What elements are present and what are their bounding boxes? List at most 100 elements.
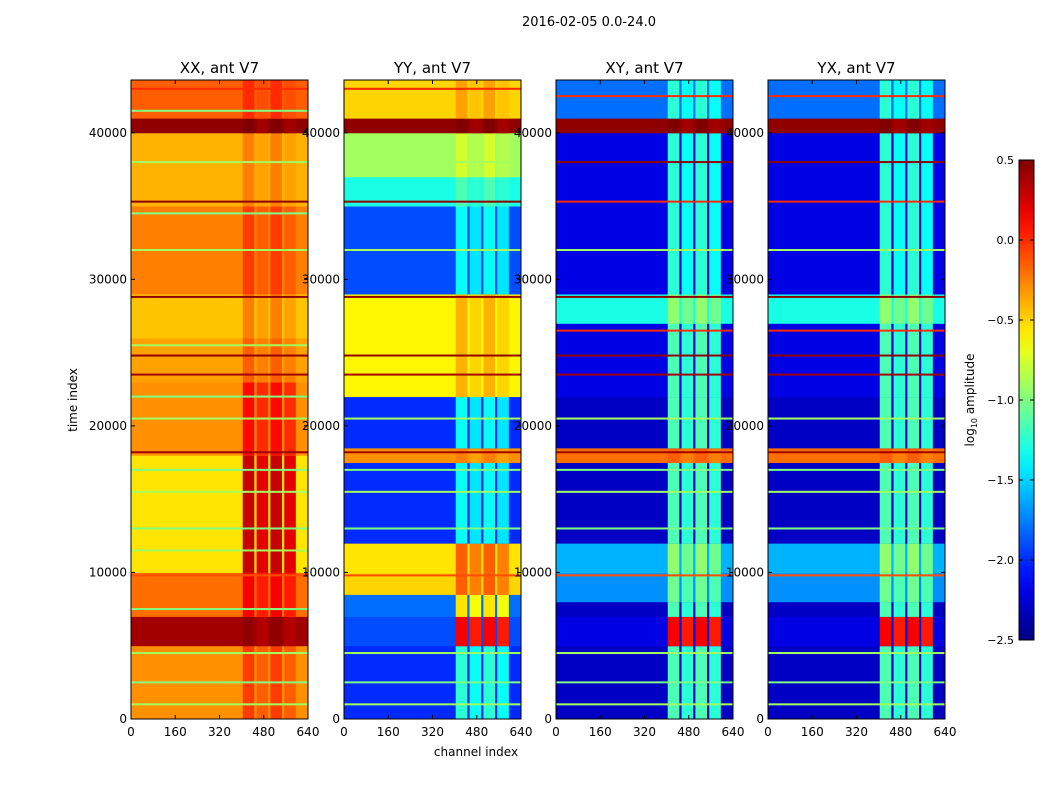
heatmap-channel-block (497, 594, 509, 617)
x-tick-label: 320 (845, 725, 868, 739)
heatmap-channel-block (907, 80, 920, 119)
heatmap-line (344, 451, 521, 454)
heatmap-line (768, 354, 945, 357)
heatmap-channel-block (879, 80, 892, 119)
heatmap-line (556, 417, 733, 420)
heatmap-line (556, 468, 733, 471)
heatmap-channel-block (907, 543, 920, 573)
heatmap-channel-block (284, 455, 296, 573)
panel-4: YX, ant V7 0 160 320 480 640 0 10000 20000 30000 4… (726, 59, 957, 739)
colorbar-tick-label: −0.5 (987, 314, 1014, 327)
x-tick-label: 0 (127, 725, 135, 739)
heatmap-line (556, 451, 733, 454)
heatmap-channel-block (681, 80, 694, 119)
y-tick-label: 20000 (89, 419, 127, 433)
heatmap-channel-block (256, 572, 269, 617)
colorbar-tick-label: −1.0 (987, 394, 1014, 407)
heatmap-channel-block (695, 601, 708, 617)
heatmap-channel-block (695, 447, 708, 464)
x-tick-label: 640 (510, 725, 533, 739)
heatmap-channel-block (709, 616, 721, 647)
heatmap-line (768, 200, 945, 203)
heatmap-channel-block (921, 462, 933, 544)
heatmap-channel-block (483, 616, 496, 647)
heatmap-channel-block (879, 293, 892, 324)
heatmap (556, 80, 733, 719)
heatmap-channel-block (256, 455, 269, 573)
heatmap-channel-block (270, 616, 283, 647)
x-tick-label: 320 (633, 725, 656, 739)
y-tick-label: 20000 (726, 419, 764, 433)
heatmap-channel-block (469, 594, 482, 617)
heatmap-channel-block (921, 118, 933, 134)
y-axis-label: time index (66, 368, 80, 432)
heatmap-channel-block (681, 601, 694, 617)
y-tick-label: 10000 (514, 565, 552, 579)
heatmap-channel-block (695, 396, 708, 449)
heatmap-channel-block (455, 462, 468, 544)
heatmap-line (131, 490, 308, 493)
heatmap-channel-block (497, 572, 509, 595)
y-tick-label: 10000 (302, 565, 340, 579)
y-tick-label: 10000 (726, 565, 764, 579)
heatmap-line (556, 652, 733, 655)
y-tick-label: 40000 (514, 126, 552, 140)
heatmap-channel-block (667, 543, 680, 573)
y-tick-label: 30000 (514, 272, 552, 286)
heatmap-channel-block (483, 594, 496, 617)
heatmap-channel-block (695, 572, 708, 603)
heatmap-channel-block (483, 118, 496, 134)
heatmap-channel-block (907, 396, 920, 449)
heatmap-channel-block (256, 132, 269, 207)
heatmap-channel-block (921, 601, 933, 617)
heatmap-line (344, 373, 521, 376)
x-tick-label: 480 (465, 725, 488, 739)
x-tick-label: 480 (252, 725, 275, 739)
x-tick-label: 160 (377, 725, 400, 739)
heatmap-line (556, 249, 733, 252)
heatmap-channel-block (709, 293, 721, 324)
heatmap-channel-block (879, 543, 892, 573)
heatmap-channel-block (483, 80, 496, 119)
heatmap-line (768, 373, 945, 376)
heatmap-channel-block (497, 447, 509, 464)
heatmap-channel-block (695, 543, 708, 573)
heatmap-channel-block (893, 616, 906, 647)
heatmap-channel-block (483, 447, 496, 464)
heatmap-channel-block (270, 337, 283, 383)
heatmap-line (131, 527, 308, 530)
x-tick-label: 320 (421, 725, 444, 739)
heatmap-channel-block (483, 543, 496, 573)
heatmap-channel-block (879, 601, 892, 617)
heatmap-channel-block (879, 118, 892, 134)
heatmap-channel-block (667, 323, 680, 398)
y-tick-label: 0 (756, 712, 764, 726)
x-tick-label: 0 (552, 725, 560, 739)
heatmap-line (768, 490, 945, 493)
heatmap-channel-block (242, 132, 255, 207)
x-tick-label: 0 (340, 725, 348, 739)
heatmap (131, 80, 308, 719)
heatmap-channel-block (455, 616, 468, 647)
heatmap-line (131, 703, 308, 706)
heatmap-line (344, 574, 521, 577)
heatmap-channel-block (256, 337, 269, 383)
heatmap-channel-block (893, 396, 906, 449)
heatmap-line (344, 468, 521, 471)
heatmap-channel-block (921, 323, 933, 398)
heatmap-channel-block (893, 447, 906, 464)
heatmap (768, 80, 945, 719)
heatmap-channel-block (455, 176, 468, 207)
y-tick-label: 0 (332, 712, 340, 726)
y-tick-label: 30000 (302, 272, 340, 286)
heatmap-line (344, 490, 521, 493)
panel-3: XY, ant V7 0 160 320 480 640 0 10000 20000 30000 4… (514, 59, 745, 739)
suptitle: 2016-02-05 0.0-24.0 (522, 15, 656, 30)
heatmap-channel-block (455, 118, 468, 134)
colorbar: 0.5 0.0 −0.5 −1.0 −1.5 −2.0 −2.5 (987, 154, 1035, 647)
heatmap-line (131, 395, 308, 398)
heatmap-channel-block (709, 462, 721, 544)
heatmap-line (344, 703, 521, 706)
heatmap-channel-block (681, 323, 694, 398)
heatmap-channel-block (242, 455, 255, 573)
